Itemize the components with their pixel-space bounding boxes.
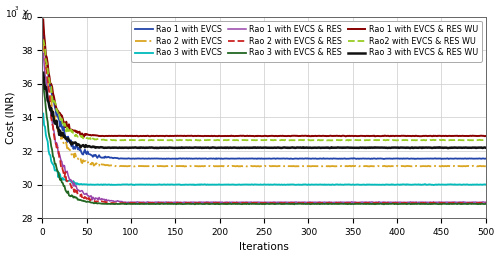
Text: $10$: $10$	[5, 8, 18, 19]
Rao 3 with EVCS	[404, 183, 410, 186]
Rao 1 with EVCS	[404, 157, 410, 160]
Rao 1 with EVCS & RES	[280, 201, 285, 204]
Rao 1 with EVCS & RES	[403, 201, 409, 204]
Rao 2 with EVCS	[280, 165, 286, 168]
Rao2 with EVCS & RES WU	[483, 139, 489, 142]
Rao 1 with EVCS	[381, 157, 387, 160]
Rao 1 with EVCS	[250, 157, 256, 160]
Rao 1 with EVCS & RES	[253, 201, 259, 204]
Rao 3 with EVCS & RES WU	[404, 146, 410, 149]
Rao2 with EVCS & RES WU	[473, 139, 479, 142]
Rao 3 with EVCS & RES	[473, 203, 479, 206]
Rao2 with EVCS & RES WU	[170, 139, 175, 142]
Rao 2 with EVCS & RES	[255, 202, 261, 205]
Rao 3 with EVCS & RES WU	[252, 146, 258, 149]
Rao 1 with EVCS & RES WU	[252, 135, 258, 138]
Rao 3 with EVCS & RES	[304, 203, 310, 206]
Rao2 with EVCS & RES WU	[254, 139, 260, 142]
Rao 3 with EVCS & RES	[280, 202, 286, 205]
Line: Rao 3 with EVCS & RES: Rao 3 with EVCS & RES	[43, 81, 486, 204]
Rao 3 with EVCS	[40, 112, 46, 115]
Line: Rao 2 with EVCS & RES: Rao 2 with EVCS & RES	[43, 29, 486, 203]
Rao 2 with EVCS & RES	[473, 201, 479, 205]
Rao 1 with EVCS	[304, 157, 310, 160]
Rao 3 with EVCS	[254, 183, 260, 186]
Line: Rao 3 with EVCS: Rao 3 with EVCS	[43, 114, 486, 185]
Rao 1 with EVCS & RES WU	[280, 134, 286, 138]
Rao2 with EVCS & RES WU	[252, 139, 258, 142]
Legend: Rao 1 with EVCS, Rao 2 with EVCS, Rao 3 with EVCS, Rao 1 with EVCS & RES, Rao 2 : Rao 1 with EVCS, Rao 2 with EVCS, Rao 3 …	[132, 21, 482, 61]
Rao 2 with EVCS	[204, 165, 210, 168]
Rao 1 with EVCS & RES WU	[404, 134, 410, 138]
Rao2 with EVCS & RES WU	[280, 139, 286, 142]
Rao 3 with EVCS	[473, 183, 479, 186]
Line: Rao 2 with EVCS: Rao 2 with EVCS	[43, 40, 486, 167]
Rao 1 with EVCS & RES	[483, 201, 489, 204]
Rao 1 with EVCS & RES WU	[473, 134, 479, 138]
Rao 1 with EVCS & RES WU	[254, 135, 260, 138]
Rao 2 with EVCS & RES	[253, 201, 259, 205]
Rao 1 with EVCS	[253, 157, 259, 160]
Rao 3 with EVCS & RES	[252, 202, 258, 205]
X-axis label: Iterations: Iterations	[239, 243, 289, 252]
Rao 2 with EVCS & RES	[304, 201, 310, 204]
Rao 1 with EVCS	[483, 157, 489, 160]
Line: Rao 1 with EVCS & RES: Rao 1 with EVCS & RES	[43, 53, 486, 203]
Y-axis label: Cost (INR): Cost (INR)	[6, 91, 16, 144]
Rao2 with EVCS & RES WU	[304, 139, 310, 142]
Rao 2 with EVCS	[404, 164, 410, 167]
Rao 1 with EVCS & RES WU	[304, 134, 310, 138]
Rao 1 with EVCS	[280, 157, 285, 160]
Line: Rao 3 with EVCS & RES WU: Rao 3 with EVCS & RES WU	[43, 73, 486, 148]
Line: Rao 1 with EVCS & RES WU: Rao 1 with EVCS & RES WU	[43, 19, 486, 137]
Line: Rao 1 with EVCS: Rao 1 with EVCS	[43, 32, 486, 159]
Rao 2 with EVCS	[254, 165, 260, 168]
Rao 3 with EVCS & RES WU	[483, 146, 489, 149]
Rao 3 with EVCS	[132, 183, 138, 187]
Rao 3 with EVCS & RES WU	[154, 147, 160, 150]
Rao 3 with EVCS & RES	[404, 203, 410, 206]
Rao 2 with EVCS	[473, 164, 479, 167]
Rao 3 with EVCS	[252, 183, 258, 186]
Rao 2 with EVCS	[252, 165, 258, 168]
Rao 1 with EVCS & RES	[304, 201, 310, 204]
Rao 3 with EVCS	[483, 183, 489, 186]
Rao 1 with EVCS	[473, 157, 479, 160]
Rao 1 with EVCS & RES WU	[40, 18, 46, 21]
Rao 1 with EVCS & RES WU	[81, 135, 87, 138]
Rao2 with EVCS & RES WU	[404, 139, 410, 142]
Rao 3 with EVCS	[304, 183, 310, 186]
Rao 3 with EVCS & RES	[483, 202, 489, 205]
Rao 2 with EVCS & RES	[250, 201, 256, 204]
Rao 3 with EVCS	[280, 183, 286, 186]
Rao 3 with EVCS & RES WU	[254, 146, 260, 149]
Rao 1 with EVCS	[40, 30, 46, 33]
Rao 2 with EVCS & RES	[404, 202, 410, 205]
Rao 3 with EVCS & RES	[254, 203, 260, 206]
Rao 2 with EVCS & RES	[280, 202, 286, 205]
Rao 1 with EVCS & RES	[473, 200, 479, 204]
Rao2 with EVCS & RES WU	[40, 38, 46, 41]
Rao 1 with EVCS & RES	[414, 201, 420, 204]
Rao 3 with EVCS & RES	[192, 203, 198, 206]
Rao 2 with EVCS	[40, 39, 46, 42]
Rao 1 with EVCS & RES	[250, 201, 256, 204]
Rao 3 with EVCS & RES WU	[40, 71, 46, 74]
Text: $^3$: $^3$	[14, 5, 19, 14]
Rao 2 with EVCS & RES	[40, 27, 46, 30]
Rao 2 with EVCS	[304, 165, 310, 168]
Rao 3 with EVCS & RES	[40, 80, 46, 83]
Rao 1 with EVCS & RES WU	[483, 134, 489, 138]
Rao 3 with EVCS & RES WU	[473, 147, 479, 150]
Rao 2 with EVCS	[483, 165, 489, 168]
Rao 2 with EVCS & RES	[483, 201, 489, 205]
Text: $\times$: $\times$	[21, 8, 29, 17]
Rao 1 with EVCS & RES	[40, 52, 46, 55]
Rao 3 with EVCS & RES WU	[304, 146, 310, 149]
Line: Rao2 with EVCS & RES WU: Rao2 with EVCS & RES WU	[43, 39, 486, 141]
Rao 3 with EVCS & RES WU	[280, 146, 286, 149]
